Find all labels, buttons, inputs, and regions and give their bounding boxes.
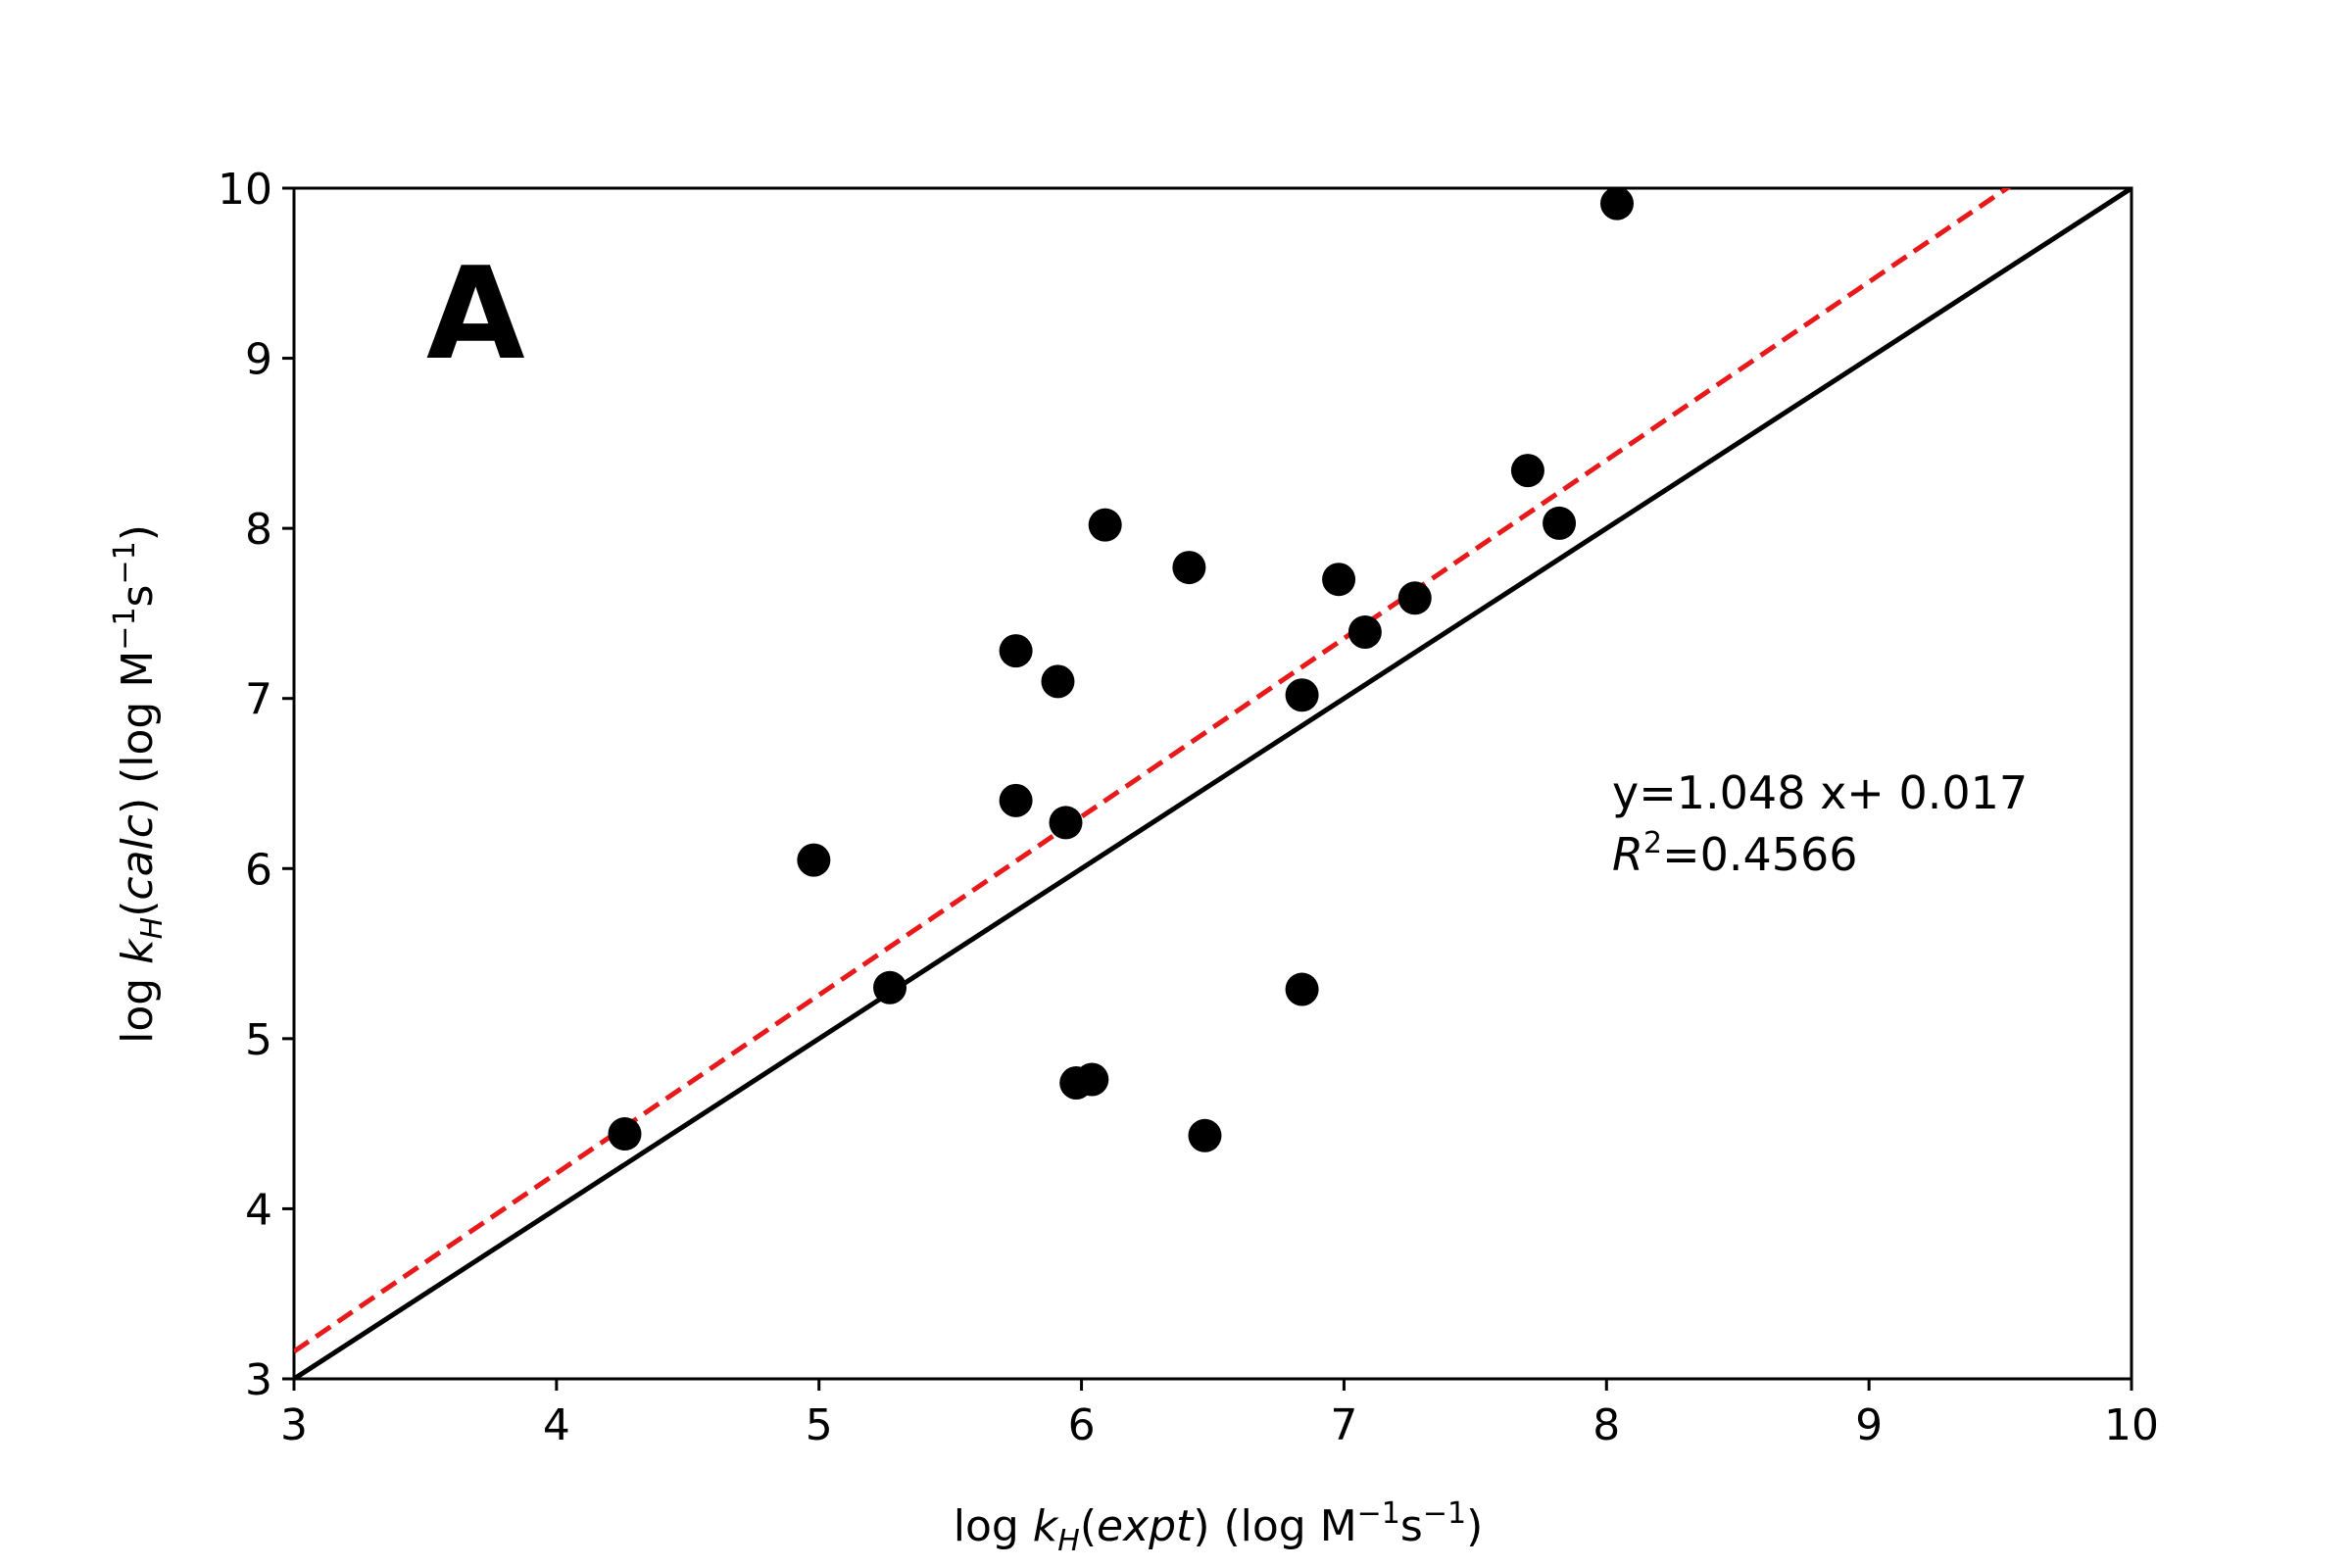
- axis-ticks: 3 4 5 6 7 8 9 10 3 4 5 6 7 8 9 10: [218, 165, 2159, 1450]
- x-tick-label: 4: [543, 1400, 570, 1450]
- y-tick-label: 7: [245, 675, 272, 725]
- data-point: [999, 634, 1033, 668]
- x-tick-label: 3: [280, 1400, 308, 1450]
- data-point: [1322, 563, 1356, 597]
- x-axis-title: log kH(expt) (log M−1s−1): [954, 1496, 1484, 1558]
- y-tick-label: 8: [245, 505, 272, 555]
- r-squared-annotation: R2=0.4566: [1612, 826, 1858, 881]
- data-point: [1397, 581, 1432, 615]
- identity-line: [294, 188, 2132, 1379]
- x-tick-label: 6: [1068, 1400, 1096, 1450]
- reference-lines: [294, 188, 2132, 1379]
- data-point: [1088, 508, 1122, 542]
- data-point: [1049, 806, 1083, 840]
- r-value: =0.4566: [1662, 828, 1858, 881]
- data-point: [1285, 972, 1319, 1006]
- data-point: [608, 1117, 642, 1152]
- r-exponent: 2: [1643, 826, 1662, 860]
- panel-letter: A: [426, 239, 525, 388]
- y-tick-label: 6: [245, 845, 272, 895]
- r-symbol: R: [1612, 828, 1643, 881]
- data-point: [873, 970, 907, 1004]
- data-point: [1041, 664, 1075, 699]
- data-point: [1188, 1118, 1222, 1152]
- fit-line: [294, 188, 2012, 1354]
- y-tick-label: 3: [245, 1355, 272, 1405]
- plot-frame: [292, 186, 2133, 1381]
- x-tick-label: 10: [2104, 1400, 2159, 1450]
- y-tick-label: 9: [245, 335, 272, 385]
- x-tick-label: 5: [806, 1400, 833, 1450]
- y-tick-label: 10: [218, 165, 272, 215]
- x-tick-label: 9: [1855, 1400, 1883, 1450]
- y-tick-label: 5: [245, 1015, 272, 1065]
- data-point: [1172, 551, 1206, 585]
- data-point: [1075, 1062, 1109, 1097]
- y-tick-label: 4: [245, 1185, 272, 1235]
- data-point: [1285, 678, 1319, 712]
- y-axis-title: log kH(calc) (log M−1s−1): [108, 524, 170, 1044]
- regression-annotation: y=1.048 x+ 0.017: [1612, 766, 2028, 819]
- data-point: [1510, 454, 1544, 488]
- data-point: [797, 843, 831, 877]
- data-point: [1600, 186, 1634, 220]
- x-tick-label: 7: [1330, 1400, 1357, 1450]
- data-point: [1348, 615, 1382, 650]
- data-point: [1543, 506, 1577, 540]
- x-tick-label: 8: [1592, 1400, 1620, 1450]
- data-point: [999, 783, 1033, 817]
- regression-equation: y=1.048 x+ 0.017: [1612, 766, 2028, 819]
- data-points: [608, 186, 1634, 1152]
